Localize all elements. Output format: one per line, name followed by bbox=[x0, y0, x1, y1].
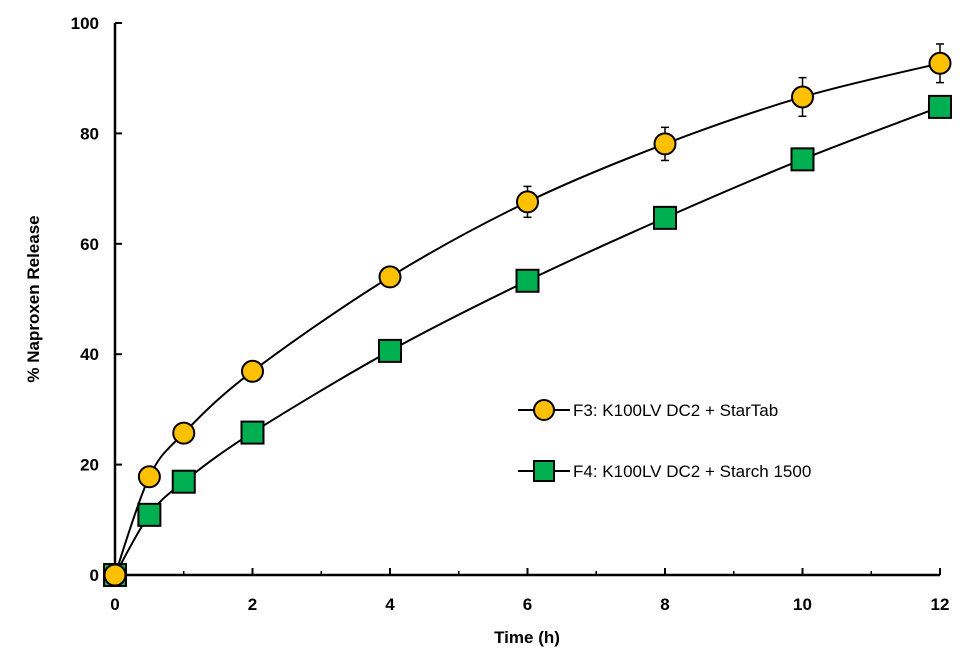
legend-label: F4: K100LV DC2 + Starch 1500 bbox=[573, 462, 811, 481]
y-tick-label: 40 bbox=[80, 345, 99, 364]
legend: F3: K100LV DC2 + StarTab F4: K100LV DC2 +… bbox=[518, 399, 811, 482]
series-layer bbox=[103, 43, 952, 587]
data-point-square bbox=[240, 420, 265, 445]
y-axis-title: % Naproxen Release bbox=[24, 215, 43, 382]
data-point-square bbox=[515, 268, 540, 293]
series-line bbox=[114, 62, 941, 576]
x-tick-label: 8 bbox=[660, 595, 669, 614]
data-point-square bbox=[653, 205, 677, 230]
data-point-circle bbox=[172, 421, 196, 445]
data-point-circle bbox=[103, 563, 127, 587]
data-point-square bbox=[790, 147, 815, 172]
x-tick-label: 10 bbox=[793, 595, 812, 614]
y-tick-label: 60 bbox=[80, 235, 99, 254]
data-point-square bbox=[928, 94, 952, 119]
series-square bbox=[103, 94, 952, 587]
legend-item: F3: K100LV DC2 + StarTab bbox=[518, 399, 778, 421]
x-tick-label: 4 bbox=[385, 595, 395, 614]
y-tick-label: 0 bbox=[90, 566, 99, 585]
data-point-circle bbox=[516, 190, 539, 214]
y-tick-label: 20 bbox=[80, 456, 99, 475]
legend-marker-square bbox=[533, 460, 555, 482]
x-tick-label: 6 bbox=[523, 595, 532, 614]
data-point-circle bbox=[378, 265, 402, 289]
data-point-circle bbox=[653, 132, 677, 156]
series-circle bbox=[103, 43, 952, 587]
legend-marker-circle bbox=[533, 399, 555, 421]
x-tick-label: 0 bbox=[110, 595, 119, 614]
data-point-square bbox=[171, 469, 196, 494]
x-tick-label: 12 bbox=[931, 595, 950, 614]
x-tick-label: 2 bbox=[248, 595, 257, 614]
y-tick-label: 80 bbox=[80, 124, 99, 143]
data-point-square bbox=[378, 338, 402, 363]
data-point-circle bbox=[241, 359, 264, 383]
axes: 0 20 40 60 80 100 0 2 4 6 8 10 12 bbox=[71, 14, 950, 614]
x-axis-title: Time (h) bbox=[494, 628, 560, 647]
legend-item: F4: K100LV DC2 + Starch 1500 bbox=[518, 460, 811, 482]
data-point-square bbox=[137, 502, 162, 527]
data-point-circle bbox=[137, 465, 161, 489]
y-tick-label: 100 bbox=[71, 14, 99, 33]
legend-label: F3: K100LV DC2 + StarTab bbox=[573, 401, 778, 420]
data-point-circle bbox=[791, 85, 814, 109]
data-point-circle bbox=[928, 51, 952, 75]
series-line bbox=[114, 105, 941, 576]
